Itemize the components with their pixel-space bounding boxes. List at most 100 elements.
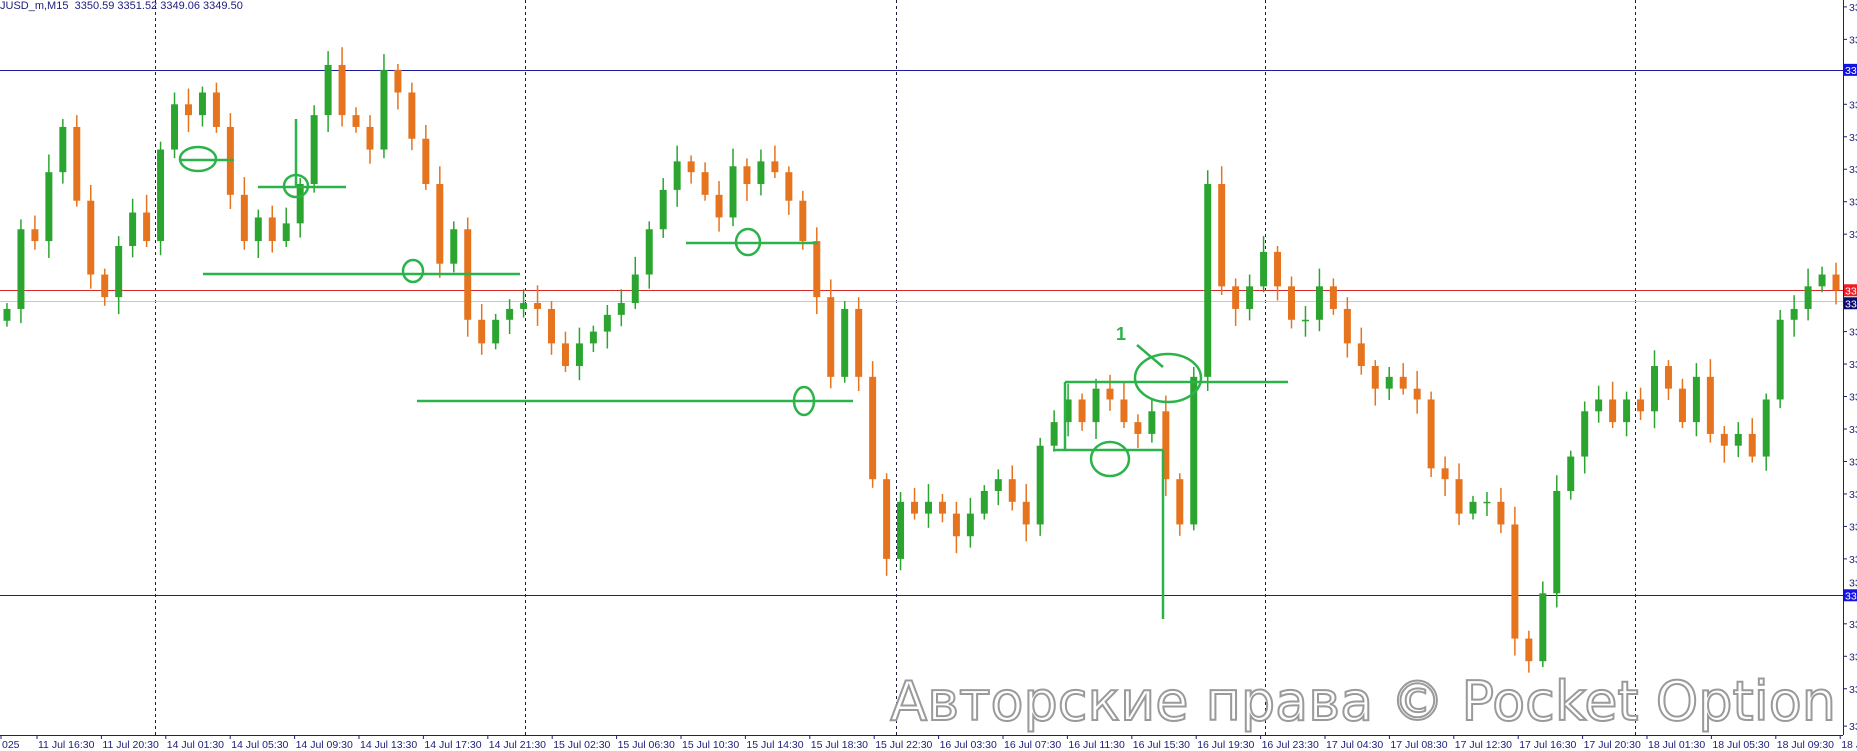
candle-body bbox=[869, 376, 877, 480]
time-tick-label: 15 Jul 22:30 bbox=[875, 739, 932, 751]
candle-body bbox=[729, 166, 737, 218]
candle-body bbox=[1525, 638, 1533, 662]
candle-body bbox=[1246, 286, 1254, 309]
candle-body bbox=[645, 229, 653, 275]
candle bbox=[841, 301, 849, 383]
time-axis[interactable]: 025 11 Jul 16:30 11 Jul 20:30 14 Jul 01:30 1… bbox=[0, 735, 1857, 751]
time-tick-label: 14 Jul 21:30 bbox=[489, 739, 546, 751]
candle bbox=[1246, 274, 1254, 321]
annotation-circle bbox=[792, 385, 816, 417]
candle-body bbox=[1539, 593, 1547, 662]
time-tick-label: 16 Jul 07:30 bbox=[1004, 739, 1061, 751]
candle-body bbox=[1120, 399, 1128, 423]
candle bbox=[1288, 276, 1295, 329]
time-tick-label: 14 Jul 05:30 bbox=[231, 739, 288, 751]
candle-body bbox=[631, 274, 639, 304]
candle-body bbox=[883, 479, 891, 559]
time-tick-label: 17 Jul 04:30 bbox=[1326, 739, 1383, 751]
candle bbox=[1413, 370, 1421, 414]
price-axis[interactable]: 3373373363363363353353343343343333333333… bbox=[1843, 2, 1857, 733]
candle bbox=[408, 82, 416, 151]
candle bbox=[1790, 295, 1798, 337]
candle-body bbox=[1497, 501, 1505, 525]
candle-body bbox=[1301, 319, 1309, 322]
candle-body bbox=[338, 64, 346, 116]
candle bbox=[785, 166, 793, 215]
candle-body bbox=[1064, 399, 1072, 423]
time-tick-label: 14 Jul 09:30 bbox=[296, 739, 353, 751]
candle-body bbox=[1260, 251, 1268, 287]
time-tick-label: 17 Jul 08:30 bbox=[1390, 739, 1447, 751]
candle bbox=[240, 177, 248, 250]
candle-body bbox=[450, 229, 458, 264]
candle-body bbox=[1678, 388, 1686, 423]
price-tag-level bbox=[1844, 589, 1857, 602]
candle bbox=[171, 92, 179, 159]
candle bbox=[338, 47, 346, 127]
candle bbox=[492, 313, 500, 350]
annotation-circle bbox=[178, 145, 218, 173]
candle-body bbox=[1651, 366, 1659, 412]
candle bbox=[1734, 422, 1742, 458]
candle-body bbox=[506, 308, 514, 320]
candle-body bbox=[45, 172, 53, 242]
candle-body bbox=[1748, 433, 1756, 457]
candle-body bbox=[366, 126, 374, 150]
candle-body bbox=[1343, 308, 1351, 344]
candle-body bbox=[1427, 399, 1435, 469]
candle bbox=[506, 299, 514, 334]
candle-body bbox=[1288, 286, 1295, 320]
candle-body bbox=[966, 513, 974, 537]
price-tick-label: 336 bbox=[1849, 99, 1857, 111]
horizontal-lines bbox=[0, 70, 1843, 596]
candle-body bbox=[743, 166, 751, 184]
candle bbox=[1036, 437, 1044, 536]
candle-body bbox=[1134, 422, 1142, 434]
candle-body bbox=[1357, 343, 1365, 367]
candle-body bbox=[1399, 376, 1407, 389]
candle-body bbox=[911, 501, 919, 514]
candle bbox=[352, 107, 360, 133]
candle bbox=[268, 205, 276, 253]
price-tick-label: 333 bbox=[1849, 456, 1857, 468]
candle-body bbox=[1567, 456, 1575, 491]
candle-body bbox=[422, 138, 430, 184]
candle-body bbox=[1623, 399, 1631, 423]
candle-body bbox=[1008, 479, 1016, 502]
candle bbox=[548, 301, 555, 355]
annotation-circle bbox=[734, 227, 762, 257]
candle-body bbox=[143, 212, 151, 242]
candle bbox=[1441, 456, 1449, 497]
candle-body bbox=[827, 297, 835, 377]
candle-body bbox=[324, 64, 332, 116]
candle bbox=[1581, 401, 1589, 474]
time-tick-label: 18 Jul 09:30 bbox=[1777, 739, 1834, 751]
candle-body bbox=[1274, 251, 1282, 287]
candle bbox=[1050, 410, 1058, 452]
candle bbox=[1832, 262, 1840, 305]
candle bbox=[952, 501, 960, 554]
candle bbox=[869, 361, 877, 488]
candle-body bbox=[575, 343, 583, 367]
candle bbox=[1692, 363, 1700, 437]
candle-body bbox=[1371, 366, 1379, 389]
candle-body bbox=[1050, 422, 1058, 446]
candle bbox=[1343, 297, 1351, 358]
time-tick-label: 15 Jul 06:30 bbox=[618, 739, 675, 751]
price-tick-label: 335 bbox=[1849, 197, 1857, 209]
candle-body bbox=[73, 126, 81, 201]
price-tick-label: 332 bbox=[1849, 521, 1857, 533]
candle bbox=[1134, 414, 1142, 449]
candle-body bbox=[1804, 286, 1812, 309]
candle bbox=[3, 303, 11, 327]
candle bbox=[1120, 381, 1128, 429]
candle bbox=[617, 289, 625, 327]
candle-body bbox=[1595, 399, 1603, 412]
time-tick-label: 15 Jul 18:30 bbox=[811, 739, 868, 751]
candle bbox=[87, 184, 95, 289]
candle-body bbox=[1106, 388, 1114, 400]
candle-body bbox=[603, 314, 611, 332]
candle-body bbox=[1553, 490, 1561, 594]
candle bbox=[1497, 488, 1505, 534]
